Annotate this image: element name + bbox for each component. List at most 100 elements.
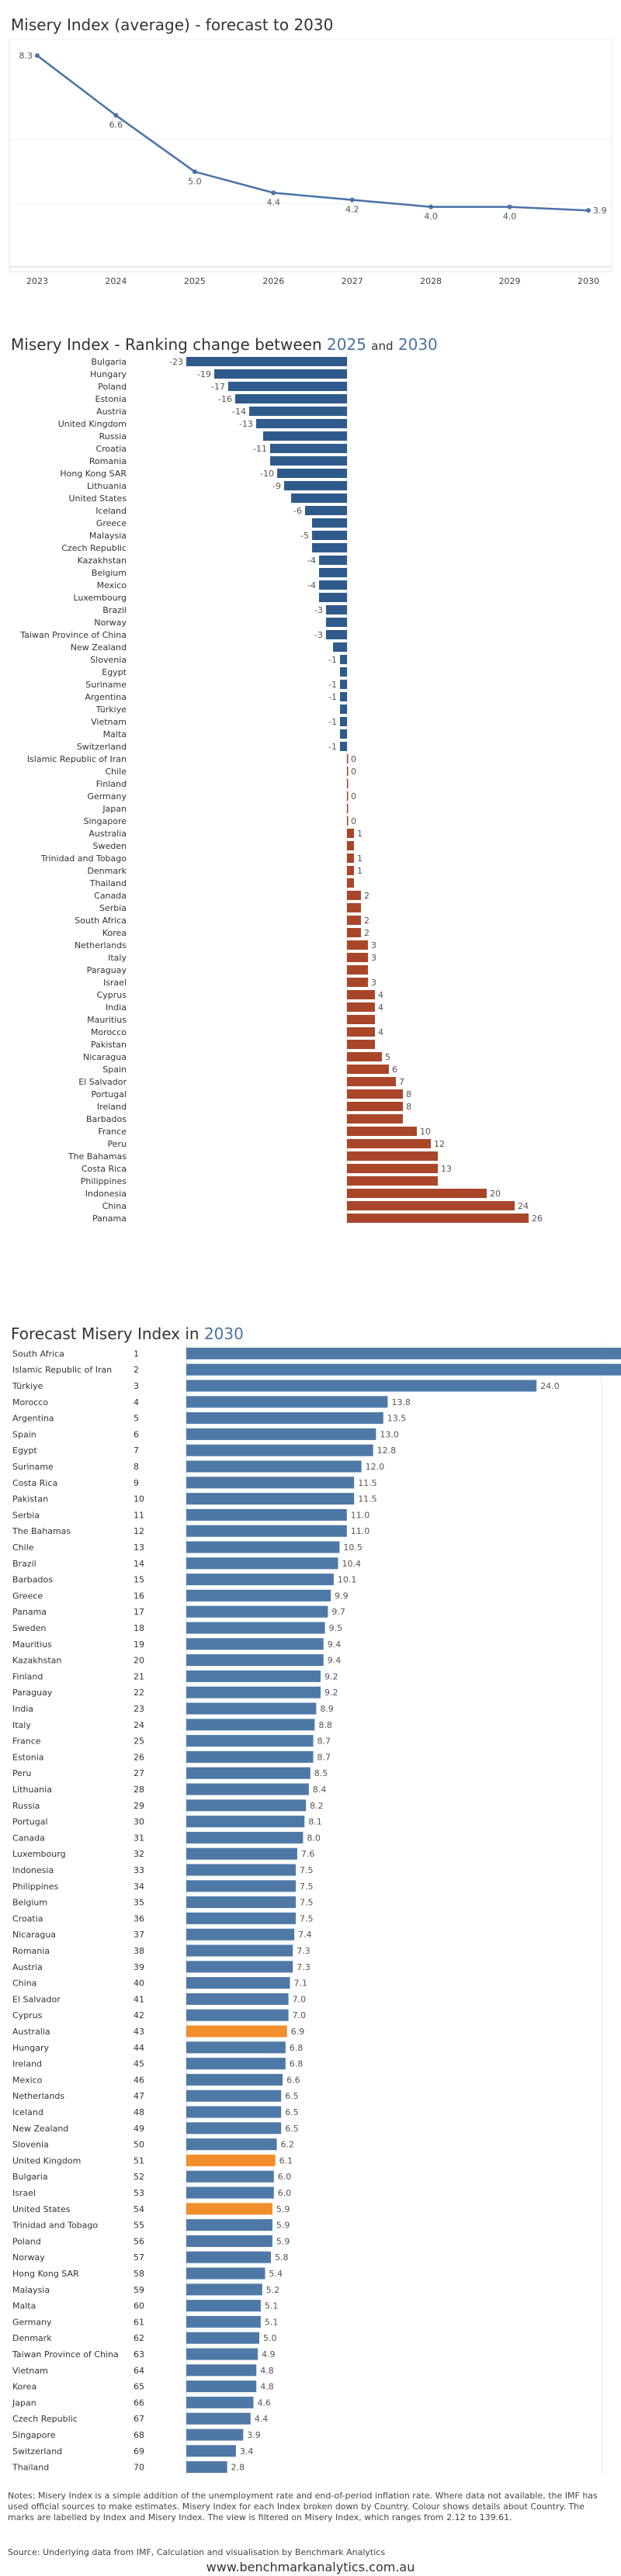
change-category-label: Trinidad and Tobago — [40, 853, 127, 864]
change-data-label: -6 — [293, 506, 302, 516]
change-data-label: 0 — [351, 767, 356, 777]
forecast-data-label: 7.5 — [300, 1865, 314, 1875]
forecast-bar-highlighted — [186, 2154, 276, 2166]
forecast-data-label: 9.7 — [331, 1607, 345, 1617]
line-point — [428, 204, 434, 209]
forecast-country-label: Panama — [12, 1607, 47, 1617]
forecast-data-label: 8.7 — [317, 1736, 331, 1747]
change-data-label: -1 — [328, 655, 337, 665]
change-data-label: -1 — [328, 717, 337, 727]
forecast-bar — [186, 2267, 265, 2280]
forecast-data-label: 9.9 — [335, 1591, 349, 1601]
line-x-tick-label: 2030 — [578, 276, 599, 286]
forecast-country-label: Islamic Republic of Iran — [12, 1365, 112, 1375]
forecast-bar — [186, 2219, 272, 2231]
forecast-rank-label: 26 — [134, 1752, 144, 1762]
forecast-data-label: 7.4 — [298, 1930, 312, 1940]
forecast-country-label: Netherlands — [12, 2091, 64, 2101]
forecast-bar — [186, 1605, 328, 1618]
forecast-rank-label: 42 — [134, 2010, 144, 2020]
change-bar-zero — [347, 816, 349, 826]
forecast-country-label: Croatia — [12, 1913, 43, 1923]
forecast-country-label: Argentina — [12, 1414, 54, 1424]
change-bar-positive — [347, 928, 361, 937]
line-x-tick-label: 2029 — [499, 276, 521, 286]
change-category-label: Thailand — [89, 878, 127, 888]
change-data-label: 7 — [399, 1077, 404, 1087]
forecast-data-label: 5.9 — [276, 2236, 290, 2246]
change-category-label: Vietnam — [91, 717, 127, 727]
forecast-rank-label: 8 — [134, 1462, 139, 1472]
forecast-data-label: 4.4 — [255, 2414, 269, 2424]
change-data-label: 4 — [378, 1027, 383, 1037]
forecast-data-label: 24.0 — [540, 1381, 560, 1391]
forecast-country-label: Denmark — [12, 2333, 52, 2343]
forecast-bar-highlighted — [186, 2025, 287, 2038]
forecast-data-label: 10.4 — [342, 1559, 362, 1569]
change-bar-positive — [347, 1102, 403, 1111]
forecast-rank-label: 30 — [134, 1817, 144, 1827]
change-data-label: -3 — [314, 605, 323, 615]
forecast-bar — [186, 2429, 244, 2441]
change-data-label: 10 — [420, 1127, 431, 1137]
change-bar-positive — [347, 953, 368, 962]
change-category-label: Brazil — [102, 605, 127, 615]
change-bar-positive — [347, 1077, 396, 1086]
forecast-bar — [186, 1735, 314, 1747]
forecast-bar — [186, 2058, 286, 2070]
forecast-data-label: 6.9 — [291, 2027, 305, 2037]
change-bar-positive — [347, 1089, 403, 1099]
change-data-label: -11 — [253, 444, 267, 454]
forecast-country-label: Estonia — [12, 1752, 44, 1762]
change-category-label: El Salvador — [78, 1077, 127, 1087]
change-category-label: Nicaragua — [83, 1052, 127, 1062]
change-category-label: Islamic Republic of Iran — [27, 754, 127, 764]
forecast-country-label: Greece — [12, 1591, 43, 1601]
forecast-rank-label: 58 — [134, 2269, 144, 2279]
forecast-rank-label: 16 — [134, 1591, 144, 1601]
change-category-label: Egypt — [102, 667, 127, 677]
change-category-label: United Kingdom — [58, 419, 127, 429]
change-category-label: Lithuania — [87, 481, 127, 491]
forecast-bar — [186, 1638, 324, 1650]
line-data-label: 4.0 — [503, 212, 517, 222]
forecast-rank-label: 65 — [134, 2382, 144, 2392]
forecast-rank-label: 44 — [134, 2043, 144, 2053]
forecast-country-label: Ireland — [12, 2059, 42, 2069]
forecast-country-label: Israel — [12, 2188, 36, 2198]
forecast-rank-label: 11 — [134, 1510, 144, 1520]
change-bar-negative — [277, 469, 347, 478]
change-category-label: Peru — [107, 1139, 127, 1149]
forecast-country-label: Finland — [12, 1671, 43, 1681]
forecast-country-label: Trinidad and Tobago — [12, 2221, 98, 2231]
forecast-bar — [186, 2041, 286, 2054]
ranking-change-year-a: 2025 — [327, 335, 366, 354]
change-bar-negative — [312, 531, 347, 540]
forecast-data-label: 5.8 — [275, 2252, 289, 2263]
forecast-bar — [186, 1864, 296, 1876]
forecast-country-label: Malaysia — [12, 2285, 50, 2295]
forecast-country-label: Czech Republic — [12, 2414, 78, 2424]
change-bar-negative — [340, 705, 347, 714]
forecast-bar — [186, 2396, 254, 2408]
forecast-rank-label: 57 — [134, 2252, 144, 2263]
change-data-label: -17 — [211, 382, 225, 392]
change-bar-positive — [347, 1127, 417, 1136]
change-data-label: 1 — [357, 829, 363, 839]
forecast-bar — [186, 2300, 261, 2312]
change-data-label: -1 — [328, 680, 337, 690]
forecast-rank-label: 33 — [134, 1865, 144, 1875]
change-category-label: Mexico — [97, 580, 127, 590]
forecast-country-label: Malta — [12, 2301, 36, 2311]
change-category-label: Chile — [105, 767, 127, 777]
change-category-label: Singapore — [84, 816, 127, 826]
forecast-country-label: Suriname — [12, 1462, 54, 1472]
change-bar-positive — [347, 866, 354, 875]
forecast-rank-label: 2 — [134, 1365, 139, 1375]
forecast-bar — [186, 2073, 283, 2086]
line-x-tick-label: 2026 — [262, 276, 284, 286]
change-bar-negative — [291, 493, 347, 503]
change-category-label: Suriname — [85, 680, 127, 690]
forecast-data-label: 3.4 — [240, 2446, 254, 2457]
forecast-rank-label: 36 — [134, 1913, 144, 1923]
